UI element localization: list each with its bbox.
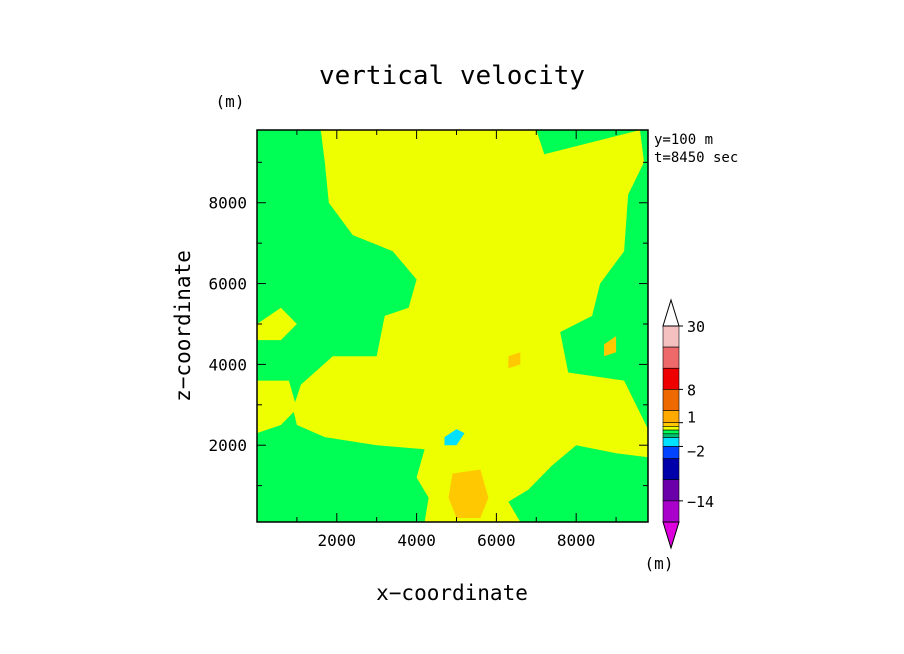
x-tick-label: 2000 xyxy=(318,531,357,550)
colorbar-tick-label: 1 xyxy=(687,409,696,427)
plot-area: 2000 4000 6000 8000 2000 4000 6000 8000 xyxy=(208,129,649,550)
contour-region-1 xyxy=(257,380,297,434)
colorbar-tick-labels: 30 8 1 −2 −14 xyxy=(679,318,714,511)
plot-frame xyxy=(256,129,649,523)
colorbar-bin xyxy=(662,446,680,459)
contour-region-2 xyxy=(257,307,297,341)
colorbar-bin xyxy=(662,429,680,435)
colorbar-bin xyxy=(662,479,680,502)
y-tick-label: 6000 xyxy=(208,275,247,294)
colorbar-bin xyxy=(662,426,680,431)
colorbar-tick-label: 8 xyxy=(687,381,696,399)
colorbar-tick-label: −14 xyxy=(687,493,714,511)
x-axis-label: x−coordinate xyxy=(376,581,528,605)
colorbar-bin xyxy=(662,437,680,447)
colorbar-bottom-extension xyxy=(662,521,680,550)
x-tick-labels: 2000 4000 6000 8000 xyxy=(318,531,596,550)
colorbar-unit-label: (m) xyxy=(645,554,674,573)
contour-region-4 xyxy=(508,352,521,369)
y-axis-label: z−coordinate xyxy=(171,250,195,402)
annotation-time: t=8450 sec xyxy=(654,150,738,166)
x-tick-label: 6000 xyxy=(477,531,516,550)
contour-regions xyxy=(257,130,648,522)
colorbar xyxy=(662,298,680,550)
colorbar-bin xyxy=(662,389,680,411)
contour-region-5 xyxy=(604,336,617,357)
colorbar-bin xyxy=(662,422,680,427)
y-tick-label: 8000 xyxy=(208,194,247,213)
y-tick-label: 4000 xyxy=(208,355,247,374)
contour-region-3 xyxy=(448,469,489,518)
colorbar-bin xyxy=(662,325,680,348)
chart-title: vertical velocity xyxy=(319,61,585,91)
contour-region-0 xyxy=(292,130,648,522)
colorbar-tick-label: 30 xyxy=(687,318,705,336)
x-tick-label: 8000 xyxy=(557,531,596,550)
colorbar-bin xyxy=(662,410,680,423)
colorbar-bin xyxy=(662,346,680,369)
colorbar-tick-label: −2 xyxy=(687,443,705,461)
colorbar-bin xyxy=(662,458,680,481)
contour-region-7 xyxy=(408,388,433,417)
contour-region-8 xyxy=(544,400,565,425)
y-tick-labels: 2000 4000 6000 8000 xyxy=(208,194,247,455)
colorbar-bin xyxy=(662,367,680,390)
axis-ticks xyxy=(257,130,648,522)
colorbar-bin xyxy=(662,500,680,523)
colorbar-top-extension xyxy=(662,298,680,327)
colorbar-bin xyxy=(662,433,680,438)
x-tick-label: 4000 xyxy=(397,531,436,550)
y-unit-label: (m) xyxy=(216,92,245,111)
y-tick-label: 2000 xyxy=(208,436,247,455)
annotation-y-slice: y=100 m xyxy=(654,132,713,148)
contour-region-6 xyxy=(444,429,465,446)
